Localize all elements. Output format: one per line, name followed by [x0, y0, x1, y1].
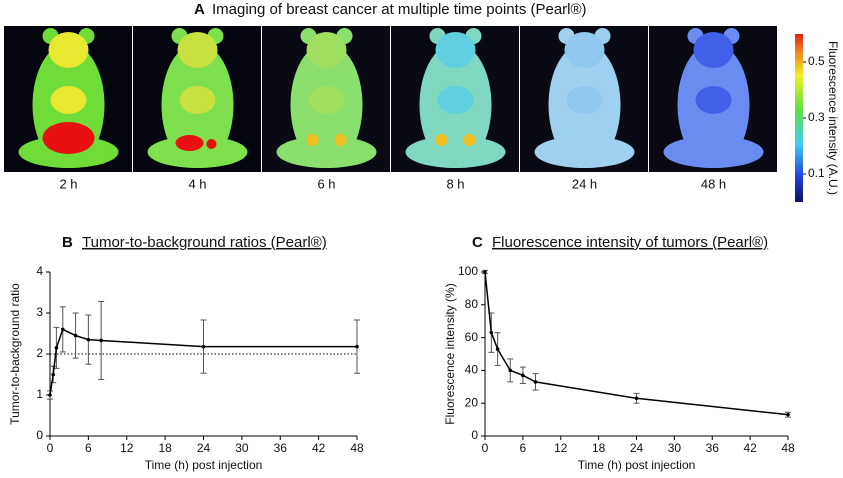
x-tick-label: 36: [274, 441, 288, 455]
time-label: 48 h: [701, 176, 726, 191]
data-point: [508, 368, 513, 373]
data-point: [54, 346, 59, 350]
data-point: [201, 344, 206, 349]
mouse-hips: [663, 136, 764, 168]
colorbar-tick-label: 0.5: [808, 54, 825, 68]
panel-letter: A: [194, 1, 205, 18]
tumor: [463, 134, 476, 146]
x-tick-label: 24: [197, 441, 211, 455]
data-point: [48, 393, 52, 397]
y-tick-label: 80: [465, 297, 479, 311]
y-tick-label: 4: [36, 264, 43, 278]
x-axis-label: Time (h) post injection: [145, 458, 263, 472]
data-point: [489, 330, 494, 335]
data-point: [533, 380, 538, 384]
data-point: [60, 327, 65, 332]
tumor: [306, 134, 319, 146]
mouse-hips: [534, 136, 635, 168]
y-tick-label: 0: [36, 428, 43, 442]
time-label: 4 h: [188, 176, 206, 191]
tumor: [334, 134, 347, 146]
x-axis-label: Time (h) post injection: [578, 458, 696, 472]
data-point: [73, 333, 78, 338]
mouse-hips: [276, 136, 377, 168]
mouse-core: [695, 86, 732, 114]
time-label: 2 h: [59, 176, 77, 191]
colorbar-label: Fluorescence intensity (A.U.): [826, 41, 840, 195]
x-tick-label: 18: [158, 441, 172, 455]
time-label: 6 h: [317, 176, 335, 191]
data-point: [483, 270, 487, 274]
mouse-head: [693, 32, 734, 68]
x-tick-label: 6: [520, 441, 527, 455]
data-point: [86, 337, 91, 342]
data-point: [495, 347, 500, 351]
time-label: 24 h: [572, 176, 597, 191]
data-line: [484, 271, 789, 416]
x-tick-label: 0: [482, 441, 489, 455]
tumor: [175, 135, 204, 151]
panel-letter: C: [472, 234, 483, 251]
x-tick-label: 36: [706, 441, 720, 455]
data-point: [521, 373, 525, 378]
data-point: [355, 344, 359, 349]
y-tick-label: 100: [458, 264, 478, 278]
x-tick-label: 24: [630, 441, 644, 455]
panel-title: Tumor-to-background ratios (Pearl®): [82, 234, 327, 251]
panel-title: Fluorescence intensity of tumors (Pearl®…: [492, 234, 768, 251]
mouse-core: [50, 86, 87, 114]
y-tick-label: 3: [36, 305, 43, 319]
y-tick-label: 1: [36, 387, 43, 401]
colorbar-tick-label: 0.1: [808, 166, 825, 180]
y-tick-label: 60: [465, 330, 479, 344]
y-tick-label: 2: [36, 346, 43, 360]
x-tick-label: 0: [47, 441, 54, 455]
mouse-head: [306, 32, 347, 68]
x-tick-label: 48: [350, 441, 364, 455]
mouse-head: [48, 32, 89, 68]
data-point: [786, 412, 790, 417]
x-tick-label: 48: [781, 441, 795, 455]
x-tick-label: 30: [668, 441, 682, 455]
mouse-core: [566, 86, 603, 114]
mouse-hips: [405, 136, 506, 168]
y-tick-label: 40: [465, 363, 479, 377]
colorbar: [795, 34, 803, 202]
panel-letter: B: [62, 234, 73, 251]
tumor: [206, 139, 217, 149]
x-tick-label: 6: [85, 441, 92, 455]
mouse-core: [179, 86, 216, 114]
mouse-hips: [147, 136, 248, 168]
data-point: [99, 338, 103, 343]
time-label: 8 h: [446, 176, 464, 191]
y-axis-label: Tumor-to-background ratio: [8, 283, 22, 425]
y-axis-label: Fluorescence intensity (%): [443, 283, 457, 424]
x-tick-label: 42: [743, 441, 757, 455]
x-tick-label: 18: [592, 441, 606, 455]
mouse-head: [435, 32, 476, 68]
data-point: [51, 372, 55, 377]
mouse-head: [177, 32, 218, 68]
tumor: [42, 122, 95, 154]
mouse-head: [564, 32, 605, 68]
panel-title: Imaging of breast cancer at multiple tim…: [212, 1, 587, 18]
colorbar-tick-label: 0.3: [808, 110, 825, 124]
x-tick-label: 30: [235, 441, 249, 455]
y-tick-label: 0: [471, 428, 478, 442]
x-tick-label: 12: [120, 441, 134, 455]
data-point: [634, 396, 639, 401]
x-tick-label: 12: [554, 441, 568, 455]
y-tick-label: 20: [465, 395, 479, 409]
tumor: [435, 134, 448, 146]
x-tick-label: 42: [312, 441, 326, 455]
mouse-core: [308, 86, 345, 114]
mouse-core: [437, 86, 474, 114]
